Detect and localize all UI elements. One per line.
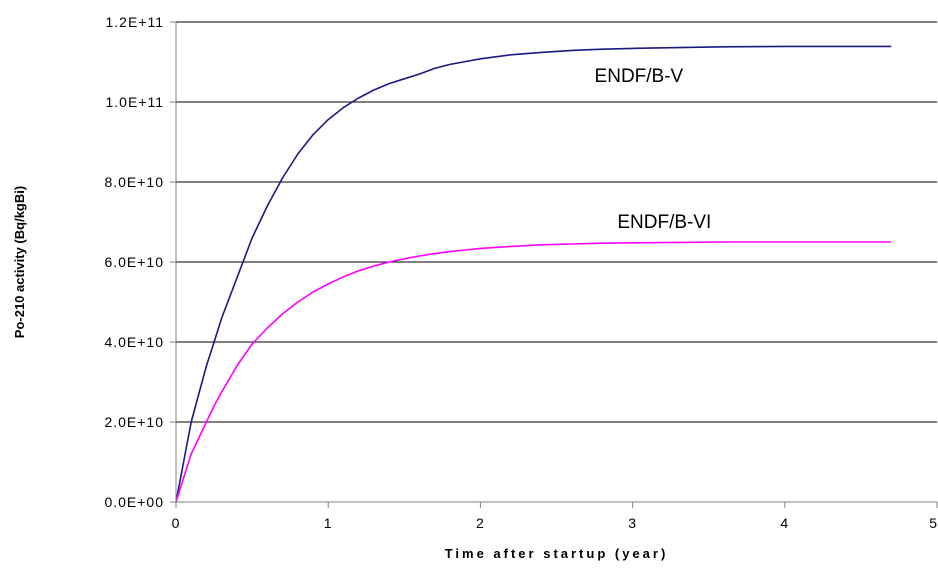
series-labels: ENDF/B-V ENDF/B-VI [595, 66, 712, 233]
plot-area [175, 21, 937, 503]
series-group [175, 45, 892, 503]
x-tick-label: 0 [172, 515, 181, 531]
series-line-1 [175, 45, 892, 503]
x-axis-ticks: 0 1 2 3 4 5 [172, 502, 938, 531]
y-tick-label: 4.0E+10 [104, 334, 164, 350]
y-tick-label: 8.0E+10 [104, 174, 164, 190]
x-tick-label: 5 [929, 515, 938, 531]
x-tick-label: 2 [476, 515, 485, 531]
x-tick-label: 4 [780, 515, 789, 531]
y-tick-label: 6.0E+10 [104, 254, 164, 270]
y-axis-title: Po-210 activity (Bq/kgBi) [12, 186, 27, 338]
series-line-2 [175, 241, 892, 503]
x-tick-label: 3 [628, 515, 637, 531]
gridlines [176, 21, 937, 423]
y-tick-label: 2.0E+10 [104, 414, 164, 430]
y-tick-label: 1.0E+11 [105, 94, 164, 110]
y-tick-label: 0.0E+00 [104, 494, 164, 510]
series-label-2: ENDF/B-VI [617, 212, 711, 233]
x-tick-label: 1 [324, 515, 333, 531]
y-tick-label: 1.2E+11 [105, 14, 164, 30]
x-axis-title: Time after startup (year) [445, 546, 669, 561]
series-label-1: ENDF/B-V [595, 66, 684, 87]
y-axis-ticks: 0.0E+00 2.0E+10 4.0E+10 6.0E+10 8.0E+10 1.0E+… [104, 14, 176, 510]
